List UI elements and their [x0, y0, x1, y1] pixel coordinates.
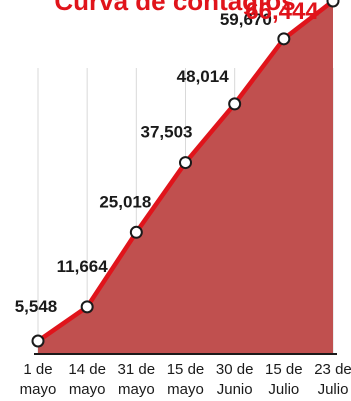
data-point-marker [129, 225, 143, 239]
data-point-marker [277, 32, 291, 46]
data-value-label: 59,670 [220, 10, 272, 29]
data-value-label: 37,503 [141, 123, 193, 142]
x-tick-label: 15 de Julio [265, 361, 303, 398]
data-value-label: 48,014 [177, 67, 230, 86]
markers-layer [31, 0, 340, 348]
data-value-label: 25,018 [99, 192, 151, 211]
chart-title-layer: Curva de contagios [54, 0, 295, 16]
tick-labels-layer: 1 de mayo 14 de mayo 31 de mayo 15 de mayo 30 de… [20, 361, 351, 398]
data-value-label: 5,548 [15, 297, 58, 316]
x-tick-label: 30 de Junio [216, 361, 254, 398]
data-point-marker [80, 300, 94, 314]
area-fill [38, 1, 333, 354]
area-layer [38, 1, 333, 354]
data-point-marker [326, 0, 340, 8]
data-value-label: 66,444 [245, 0, 319, 25]
data-point-marker [31, 334, 45, 348]
data-point-marker [228, 97, 242, 111]
x-tick-label: 31 de mayo [118, 361, 156, 398]
x-tick-label: 23 de Julio [314, 361, 351, 398]
data-value-label: 11,664 [57, 257, 109, 276]
x-tick-label: 1 de mayo [20, 361, 57, 398]
x-tick-label: 14 de mayo [68, 361, 106, 398]
data-point-marker [179, 156, 192, 170]
value-labels-layer: 5,548 11,664 25,018 37,503 48,014 59,67066,44… [15, 0, 320, 316]
x-tick-label: 15 de mayo [167, 361, 205, 398]
chart-title: Curva de contagios [54, 0, 295, 16]
